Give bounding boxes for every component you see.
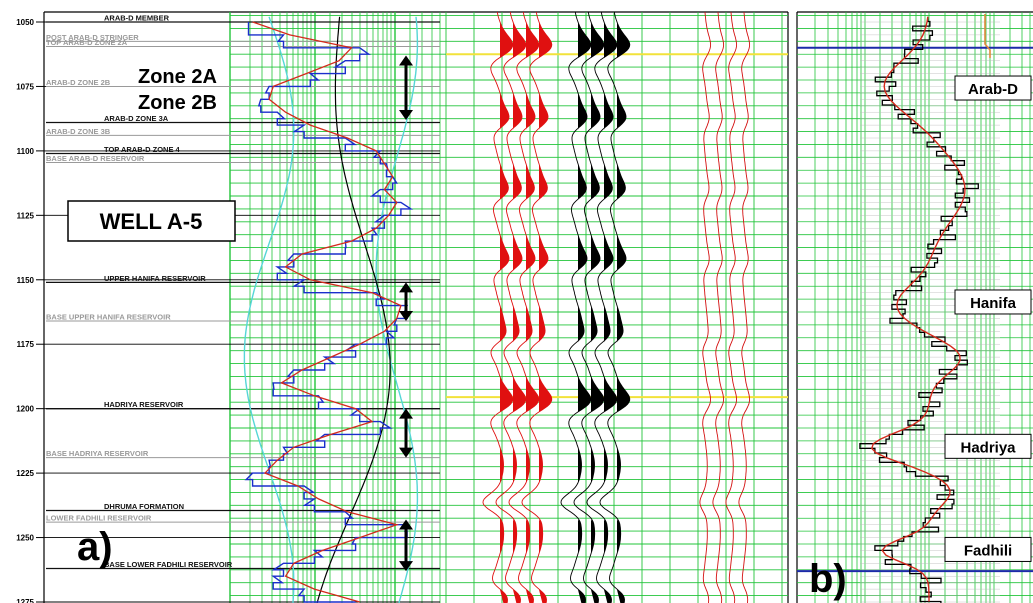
seismic-trace-fill	[578, 23, 591, 603]
depth-tick-label: 1075	[16, 82, 34, 91]
depth-tick-label: 1225	[16, 469, 34, 478]
formation-label-box	[954, 75, 1032, 101]
panel-b-orange-curve	[984, 14, 991, 58]
seismic-trace-fill	[604, 23, 617, 603]
seismic-trace	[599, 12, 631, 603]
seismic-trace	[482, 12, 514, 603]
seismic-trace-fill	[591, 23, 604, 603]
formation-label: Fadhili	[964, 542, 1012, 559]
panel-b: Arab-D Hanifa Hadriya Fadhili b)	[796, 11, 1033, 603]
horizon-label: ARAB-D ZONE 2B	[46, 78, 111, 87]
panel-b-curves	[859, 14, 991, 603]
interval-arrow-head-down	[399, 561, 413, 572]
panel-a-depth-axis: 1050 1075 1100 1125 1150 1175 1200 1225 1250 1275	[16, 18, 44, 603]
horizon-label: LOWER FADHILI RESERVOIR	[46, 514, 152, 523]
horizon-label: TOP ARAB-D ZONE 2A	[46, 38, 128, 47]
panel-a-background	[44, 12, 788, 603]
interval-arrow-head-down	[399, 109, 413, 120]
seismic-trace	[738, 12, 751, 603]
interval-arrow-head-up	[399, 282, 413, 293]
panel-a-interval-arrows	[399, 55, 413, 572]
seismic-trace	[495, 12, 527, 603]
depth-tick-label: 1050	[16, 18, 34, 27]
panel-b-black-curve	[859, 16, 979, 603]
horizon-label: BASE LOWER FADHILI RESERVOIR	[104, 560, 233, 569]
seismic-trace-fill	[513, 23, 526, 603]
formation-label: Hanifa	[970, 295, 1017, 312]
zone-2a-label: Zone 2A	[138, 66, 217, 88]
seismic-trace	[508, 12, 540, 603]
seismic-trace-fill	[617, 23, 630, 603]
horizon-label: BASE UPPER HANIFA RESERVOIR	[46, 313, 171, 322]
formation-label-box	[944, 433, 1032, 459]
seismic-trace	[725, 12, 738, 603]
interval-arrow-head-up	[399, 519, 413, 530]
seismic-trace	[560, 12, 592, 603]
formation-label: Hadriya	[960, 439, 1016, 456]
horizon-label: TOP ARAB-D ZONE 4	[104, 145, 181, 154]
depth-tick-label: 1125	[17, 211, 35, 220]
formation-label-box	[944, 536, 1032, 562]
horizon-label: POST ARAB-D STRINGER	[46, 33, 139, 42]
trend-log-curve	[316, 16, 391, 603]
depth-tick-label: 1150	[17, 276, 35, 285]
panel-b-formation-labels: Arab-D Hanifa Hadriya Fadhili	[944, 75, 1032, 562]
seismic-trace	[586, 12, 618, 603]
seismic-trace-fill	[500, 23, 513, 603]
panel-a-seismic	[446, 12, 788, 603]
panel-a-grid	[44, 12, 788, 603]
formation-label-box	[954, 289, 1032, 315]
panel-b-label: b)	[809, 557, 847, 601]
depth-tick-label: 1200	[16, 405, 34, 414]
horizon-label: DHRUMA FORMATION	[104, 502, 184, 511]
depth-tick-label: 1250	[16, 534, 34, 543]
seismic-trace	[573, 12, 605, 603]
horizon-label: HADRIYA RESERVOIR	[104, 400, 184, 409]
seismic-trace-fill	[539, 23, 552, 603]
depth-tick-label: 1100	[17, 147, 35, 156]
panel-b-red-curve	[871, 16, 966, 602]
panel-a-left-gutter	[0, 12, 44, 603]
cyan-log-curve	[243, 16, 295, 603]
horizon-label: BASE ARAB-D RESERVOIR	[46, 154, 145, 163]
horizon-label: BASE HADRIYA RESERVOIR	[46, 449, 149, 458]
interval-arrow-head-up	[399, 408, 413, 419]
formation-label: Arab-D	[968, 81, 1018, 98]
seismic-trace	[699, 12, 712, 603]
horizon-label: ARAB-D MEMBER	[104, 14, 170, 23]
seismic-trace	[712, 12, 725, 603]
horizon-label: ARAB-D ZONE 3B	[46, 127, 111, 136]
depth-tick-label: 1275	[16, 598, 34, 603]
zone-2b-label: Zone 2B	[138, 92, 217, 114]
interval-arrow-head-down	[399, 311, 413, 322]
panel-a-label: a)	[77, 525, 113, 569]
seismic-trace-fill	[526, 23, 539, 603]
depth-tick-label: 1175	[17, 340, 35, 349]
well-label-box: WELL A-5	[67, 200, 236, 242]
seismic-trace	[521, 12, 553, 603]
horizon-label: UPPER HANIFA RESERVOIR	[104, 274, 206, 283]
horizon-label: ARAB-D ZONE 3A	[104, 114, 169, 123]
red-log-curve	[252, 21, 402, 603]
interval-arrow-head-up	[399, 55, 413, 66]
interval-arrow-head-down	[399, 447, 413, 458]
well-label: WELL A-5	[100, 209, 203, 234]
well-label-frame	[67, 200, 236, 242]
